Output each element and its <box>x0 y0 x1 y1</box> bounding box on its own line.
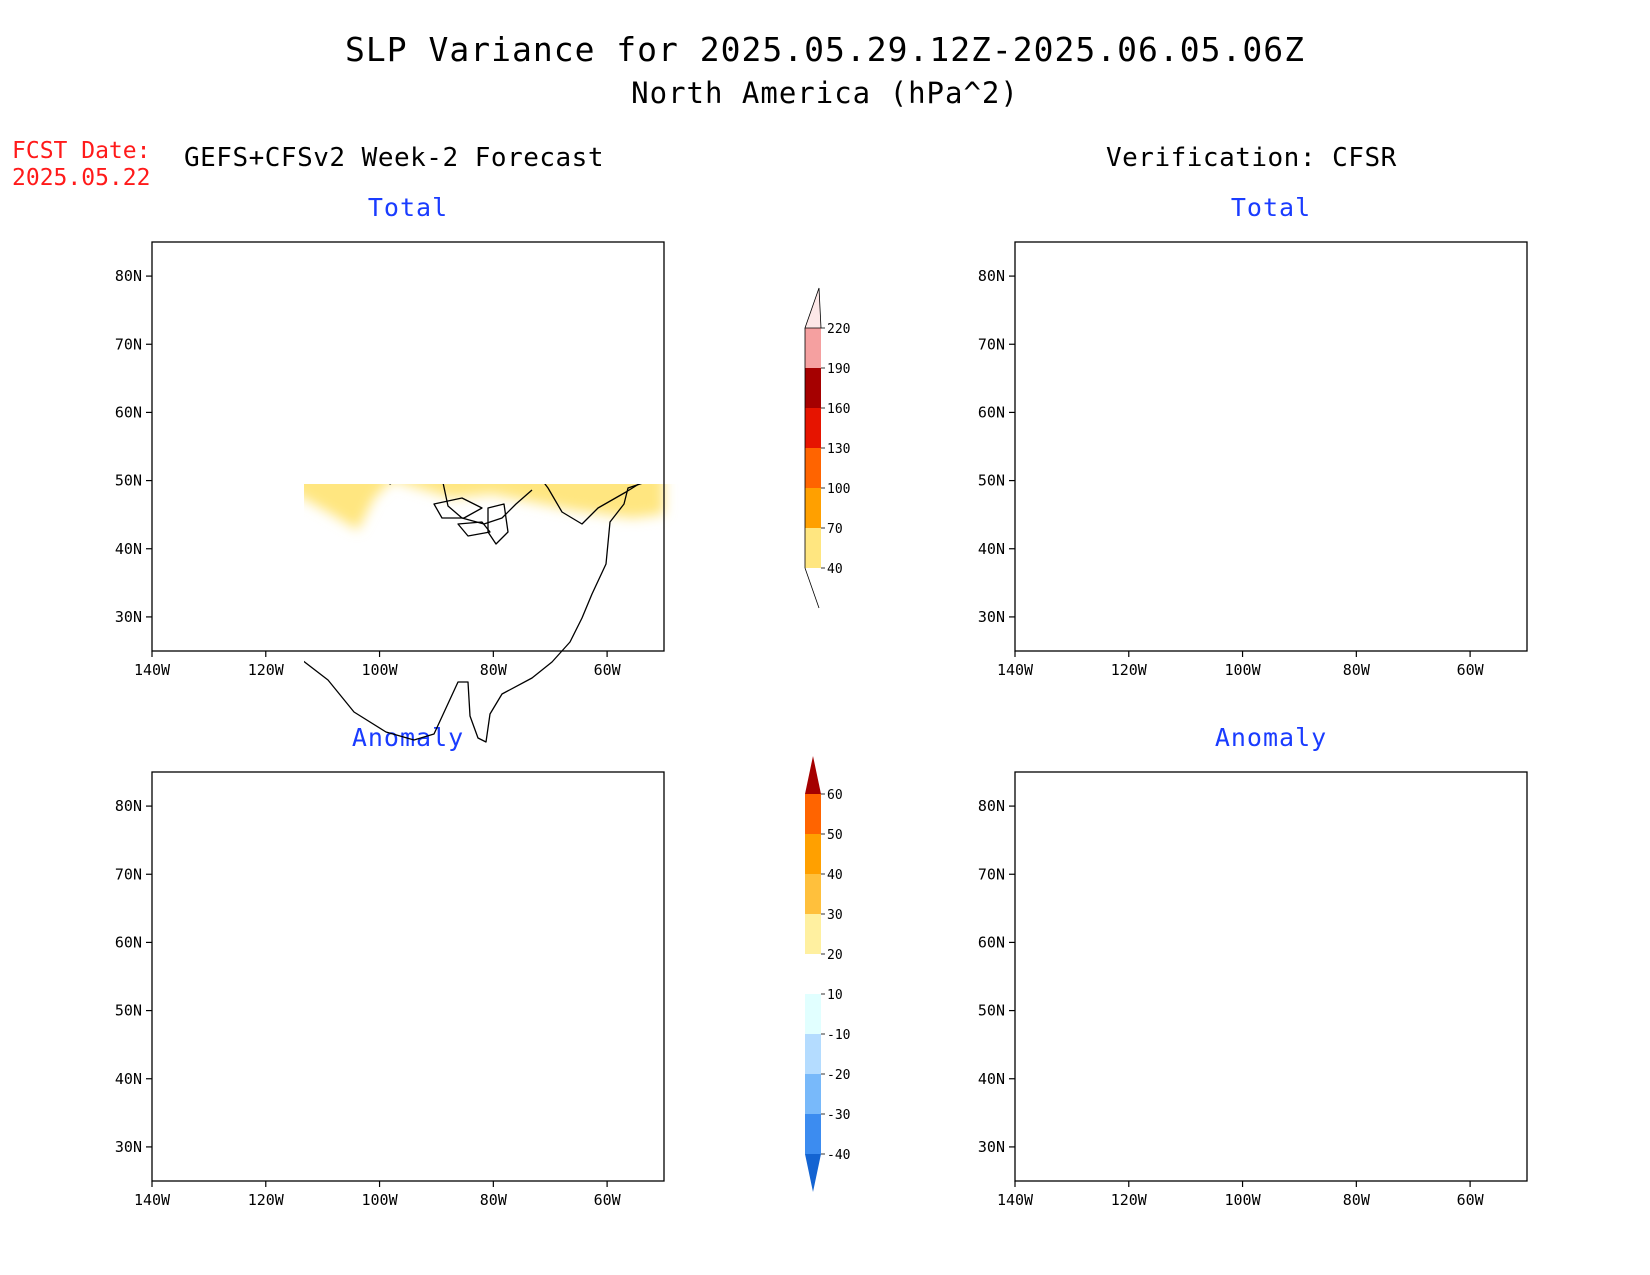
colorbar-total-top-triangle <box>804 287 822 329</box>
colorbar-total-bottom-triangle <box>804 567 820 609</box>
colorbar-anomaly-box <box>805 994 821 1034</box>
figure-title: SLP Variance for 2025.05.29.12Z-2025.06.… <box>345 30 1305 69</box>
panel-title-verification-total: Total <box>1230 193 1312 222</box>
colorbar-anomaly-box <box>805 914 821 954</box>
colorbar-anomaly-label: -10 <box>827 1028 850 1043</box>
lon-tick-label: 100W <box>1224 1191 1261 1209</box>
lat-tick-label: 60N <box>115 403 142 421</box>
colorbar-total: 40 70 100 130 160 190 220 <box>804 287 850 609</box>
map-panel-forecast-total <box>151 241 665 743</box>
lat-tick-label: 70N <box>115 335 142 353</box>
lat-tick-label: 80N <box>115 797 142 815</box>
colorbar-anomaly-box <box>805 834 821 874</box>
colorbar-anomaly-label: 60 <box>827 788 843 803</box>
colorbar-total-box <box>805 528 821 568</box>
colorbar-total-box <box>805 488 821 528</box>
colorbar-total-label: 130 <box>827 442 850 457</box>
lat-tick-label: 60N <box>978 403 1005 421</box>
colorbar-anomaly-box <box>805 1034 821 1074</box>
colorbar-anomaly-label: 20 <box>827 948 843 963</box>
colorbar-anomaly-label: 50 <box>827 828 843 843</box>
colorbar-anomaly-label: 10 <box>827 988 843 1003</box>
lon-tick-label: 120W <box>1111 661 1148 679</box>
lon-tick-label: 80W <box>1343 1191 1371 1209</box>
lon-tick-label: 80W <box>480 661 508 679</box>
lon-tick-label: 120W <box>1111 1191 1148 1209</box>
lon-tick-label: 120W <box>248 1191 285 1209</box>
colorbar-anomaly-box <box>805 874 821 914</box>
colorbar-anomaly-bottom-triangle <box>805 1154 821 1192</box>
lon-tick-label: 140W <box>997 1191 1034 1209</box>
map-panel-verification-total <box>1014 241 1528 652</box>
colorbar-anomaly-box <box>805 1074 821 1114</box>
lon-tick-label: 100W <box>361 661 398 679</box>
fcst-date-label: FCST Date: <box>12 138 151 164</box>
colorbar-anomaly-label: -40 <box>827 1148 850 1163</box>
lat-tick-label: 50N <box>978 1002 1005 1020</box>
lon-tick-label: 80W <box>1343 661 1371 679</box>
lat-tick-label: 30N <box>978 1138 1005 1156</box>
lat-tick-label: 40N <box>978 540 1005 558</box>
colorbar-total-box <box>805 368 821 408</box>
colorbar-anomaly-label: 30 <box>827 908 843 923</box>
colorbar-anomaly-top-triangle <box>805 756 821 794</box>
lon-tick-label: 80W <box>480 1191 508 1209</box>
lat-tick-label: 30N <box>115 1138 142 1156</box>
lat-tick-label: 50N <box>978 472 1005 490</box>
lon-tick-label: 60W <box>594 1191 622 1209</box>
colorbar-total-label: 220 <box>827 322 850 337</box>
lon-tick-label: 60W <box>1457 1191 1485 1209</box>
verification-column-title: Verification: CFSR <box>1106 143 1397 173</box>
colorbar-anomaly-box <box>805 1114 821 1154</box>
lat-tick-label: 30N <box>115 608 142 626</box>
lon-tick-label: 100W <box>1224 661 1261 679</box>
forecast-column-title: GEFS+CFSv2 Week-2 Forecast <box>184 143 604 173</box>
lon-tick-label: 140W <box>134 661 171 679</box>
colorbar-total-box <box>805 448 821 488</box>
axis-labels: 80N 70N 60N 50N 40N 30N 140W 120W 100W 80W 60W 80N 7… <box>115 267 1485 1209</box>
lat-tick-label: 80N <box>978 267 1005 285</box>
lat-tick-label: 40N <box>978 1070 1005 1088</box>
colorbar-total-box <box>805 408 821 448</box>
colorbar-anomaly-label: 40 <box>827 868 843 883</box>
lat-tick-label: 30N <box>978 608 1005 626</box>
colorbar-total-label: 70 <box>827 522 843 537</box>
lat-tick-label: 40N <box>115 1070 142 1088</box>
lat-tick-label: 50N <box>115 1002 142 1020</box>
colorbar-total-label: 190 <box>827 362 850 377</box>
map-panel-verification-anomaly <box>1014 771 1528 1182</box>
figure-subtitle: North America (hPa^2) <box>631 76 1019 110</box>
lat-tick-label: 60N <box>115 933 142 951</box>
colorbar-anomaly-label: -30 <box>827 1108 850 1123</box>
colorbar-total-label: 100 <box>827 482 850 497</box>
lon-tick-label: 120W <box>248 661 285 679</box>
colorbar-total-label: 160 <box>827 402 850 417</box>
fcst-date: FCST Date: 2025.05.22 <box>12 138 150 192</box>
lat-tick-label: 70N <box>978 865 1005 883</box>
fcst-date-value: 2025.05.22 <box>12 165 151 191</box>
colorbar-anomaly-label: -20 <box>827 1068 850 1083</box>
lat-tick-label: 80N <box>115 267 142 285</box>
lon-tick-label: 60W <box>1457 661 1485 679</box>
map-panel-forecast-anomaly <box>151 771 665 1182</box>
lat-tick-label: 70N <box>978 335 1005 353</box>
lat-tick-label: 80N <box>978 797 1005 815</box>
lat-tick-label: 40N <box>115 540 142 558</box>
lon-tick-label: 60W <box>594 661 622 679</box>
colorbar-total-label: 40 <box>827 562 843 577</box>
lat-tick-label: 50N <box>115 472 142 490</box>
colorbar-anomaly-box <box>805 794 821 834</box>
panel-title-verification-anomaly: Anomaly <box>1214 723 1328 752</box>
colorbar-anomaly-box <box>805 954 821 994</box>
lat-tick-label: 60N <box>978 933 1005 951</box>
colorbar-anomaly: -40 -30 -20 -10 10 20 30 40 50 60 <box>805 756 850 1192</box>
lon-tick-label: 140W <box>997 661 1034 679</box>
lat-tick-label: 70N <box>115 865 142 883</box>
lon-tick-label: 100W <box>361 1191 398 1209</box>
panel-title-forecast-total: Total <box>367 193 449 222</box>
colorbar-total-box <box>805 328 821 368</box>
lon-tick-label: 140W <box>134 1191 171 1209</box>
